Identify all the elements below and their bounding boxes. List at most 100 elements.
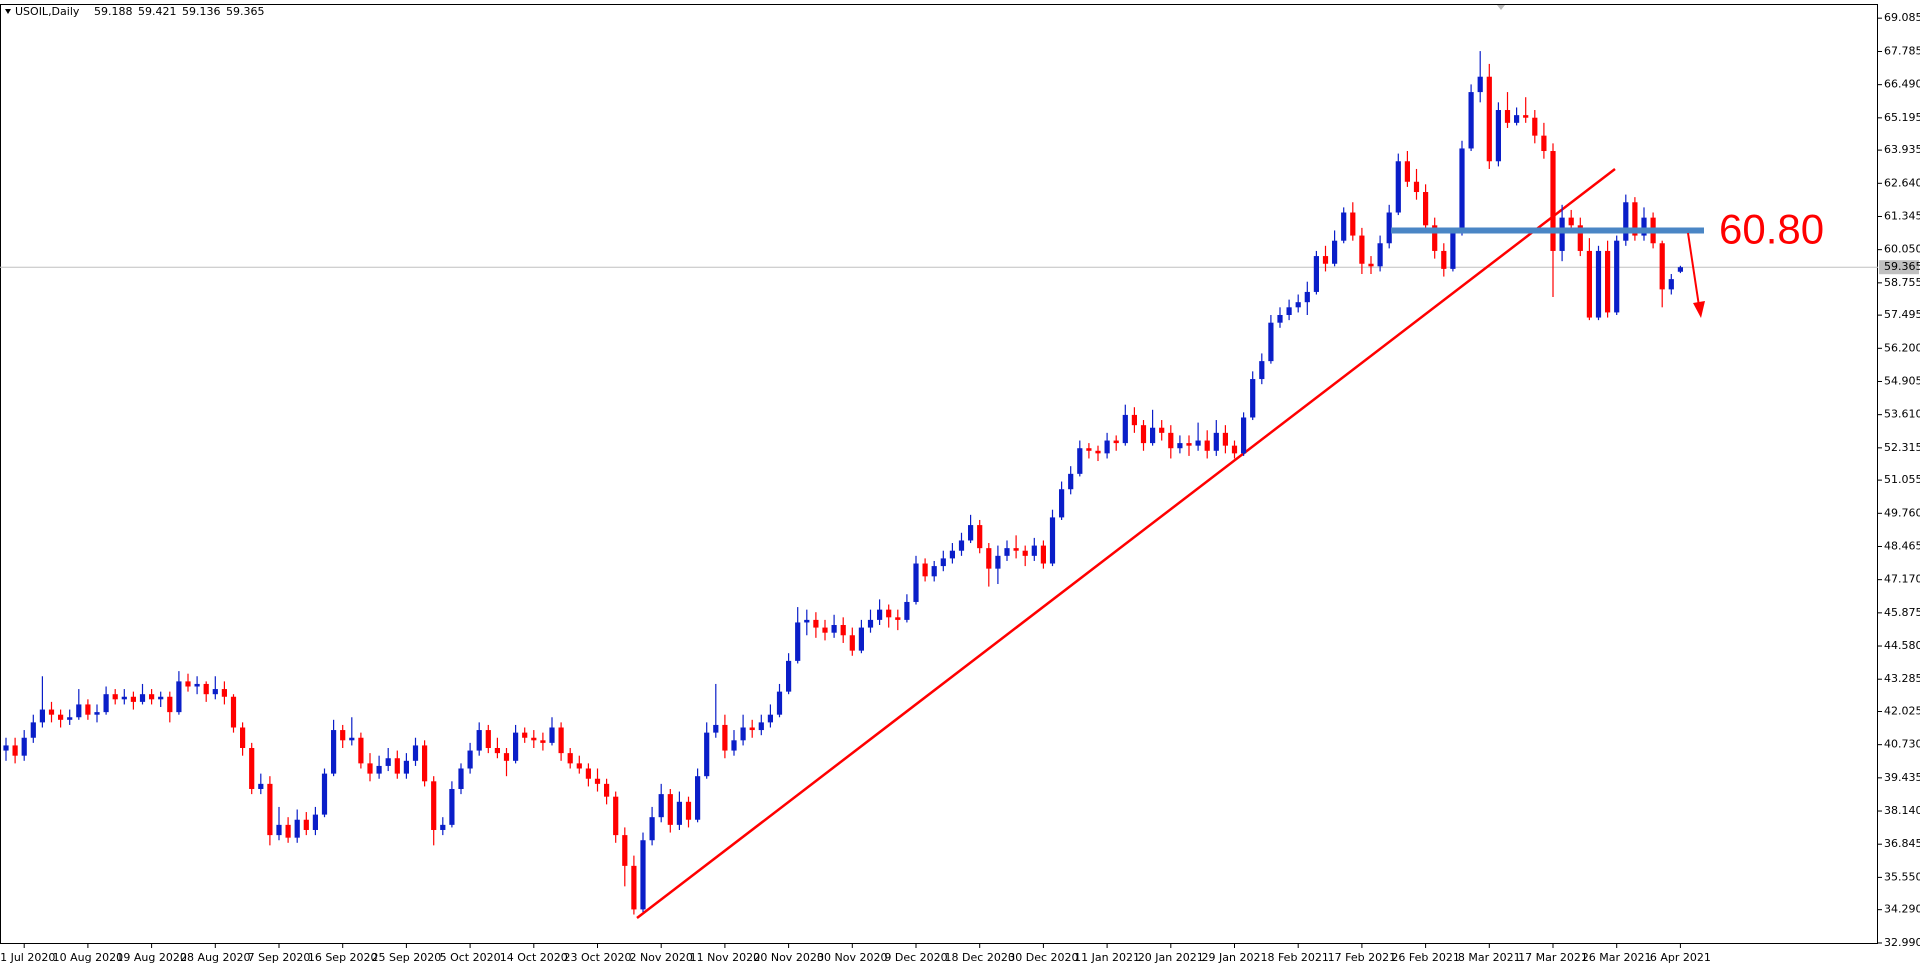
candle-body [1186, 443, 1192, 446]
y-tick-label: 34.290 [1884, 903, 1920, 916]
y-tick-label: 38.140 [1884, 804, 1920, 817]
candle-body [449, 788, 455, 825]
x-tick-label: 5 Oct 2020 [440, 951, 501, 964]
x-tick-label: 17 Mar 2021 [1518, 951, 1588, 964]
candle-body [776, 691, 783, 715]
candle-body [1541, 135, 1547, 152]
candle-body [1068, 473, 1074, 490]
candle-body [1514, 115, 1520, 123]
candle-body [667, 794, 673, 825]
high: 59.421 [138, 5, 177, 18]
candle-body [1286, 307, 1292, 315]
candle-body [904, 601, 910, 620]
candle-body [1177, 443, 1183, 449]
y-tick-label: 63.935 [1884, 143, 1920, 156]
candle-body [1495, 110, 1501, 162]
candle-body [1231, 445, 1238, 454]
candle-body [376, 765, 382, 774]
candle-body [112, 694, 118, 700]
candle-body [977, 525, 983, 549]
candle-body [685, 801, 692, 820]
x-tick-label: 20 Nov 2020 [753, 951, 823, 964]
x-tick-label: 18 Dec 2020 [945, 951, 1015, 964]
y-tick-label: 49.760 [1884, 506, 1920, 519]
candle-body [858, 627, 864, 651]
candle-body [39, 709, 45, 723]
candle-body [1377, 243, 1383, 267]
candle-body [503, 753, 510, 761]
symbol: USOIL,Daily [15, 5, 80, 18]
x-tick-label: 10 Aug 2020 [53, 951, 123, 964]
candle-body [103, 694, 109, 713]
x-tick-label: 19 Aug 2020 [116, 951, 186, 964]
candle-body [1550, 151, 1556, 251]
candle-body [1204, 440, 1210, 451]
y-tick-label: 54.905 [1884, 374, 1920, 387]
candle-body [513, 732, 519, 761]
candle-body [440, 824, 446, 830]
candle-body [358, 737, 364, 764]
candle-body [212, 689, 218, 695]
candle-body [1104, 440, 1110, 454]
candle-body [94, 712, 100, 715]
candle-body [1459, 148, 1465, 234]
candle-body [1477, 76, 1483, 93]
candle-body [594, 778, 601, 784]
x-tick-label: 20 Jan 2021 [1138, 951, 1204, 964]
candle-body [1450, 233, 1456, 269]
y-tick-label: 43.285 [1884, 672, 1920, 685]
candle-body [149, 694, 155, 700]
x-tick-label: 23 Oct 2020 [563, 951, 631, 964]
candle-body [85, 704, 91, 715]
candle-body [1131, 414, 1137, 426]
candle-body [1404, 161, 1410, 182]
candle-body [958, 540, 965, 551]
candle-body [340, 730, 346, 741]
candle-body [1386, 212, 1392, 244]
candle-body [1523, 115, 1529, 118]
candle-body [1341, 212, 1347, 241]
y-tick-label: 62.640 [1884, 176, 1920, 189]
y-tick-label: 39.435 [1884, 771, 1920, 784]
header: USOIL,Daily 59.188 59.421 59.136 59.365 [5, 5, 265, 18]
y-tick-label: 60.050 [1884, 243, 1920, 256]
annotations: 60.80 [1391, 206, 1824, 253]
x-tick-label: 2 Nov 2020 [629, 951, 692, 964]
candle-body [249, 747, 255, 789]
candle-body [831, 625, 837, 633]
candle-body [1304, 291, 1310, 303]
candle-body [258, 783, 264, 789]
candle-body [676, 801, 682, 825]
candle-body [367, 763, 373, 774]
close: 59.365 [226, 5, 265, 18]
x-tick-label: 11 Nov 2020 [690, 951, 760, 964]
candle-body [385, 758, 391, 766]
x-tick-label: 8 Feb 2021 [1267, 951, 1328, 964]
candle-body [1140, 425, 1147, 444]
candle-body [58, 714, 64, 720]
candle-body [1259, 361, 1265, 380]
plot-frame [0, 4, 1878, 944]
candle-body [76, 704, 82, 718]
candle-body [1222, 432, 1228, 446]
x-tick-label: 9 Dec 2020 [884, 951, 947, 964]
candle-body [1504, 110, 1511, 123]
y-tick-label: 56.200 [1884, 341, 1920, 354]
candle-body [795, 622, 801, 661]
candle-body [849, 635, 855, 651]
shift-marker [1497, 5, 1505, 10]
candle-body [21, 737, 27, 756]
candle-body [1277, 314, 1283, 323]
candle-body [631, 865, 637, 910]
candle-body [1432, 225, 1438, 251]
candle-body [1241, 417, 1247, 454]
candle-body [731, 740, 737, 751]
candle-body [804, 619, 810, 623]
candle-body [740, 727, 746, 741]
candle-body [649, 817, 655, 841]
candle-body [822, 627, 828, 633]
candle-body [1077, 448, 1083, 474]
candle-body [412, 745, 419, 761]
candle-body [1668, 279, 1674, 290]
candle-body [458, 768, 464, 789]
